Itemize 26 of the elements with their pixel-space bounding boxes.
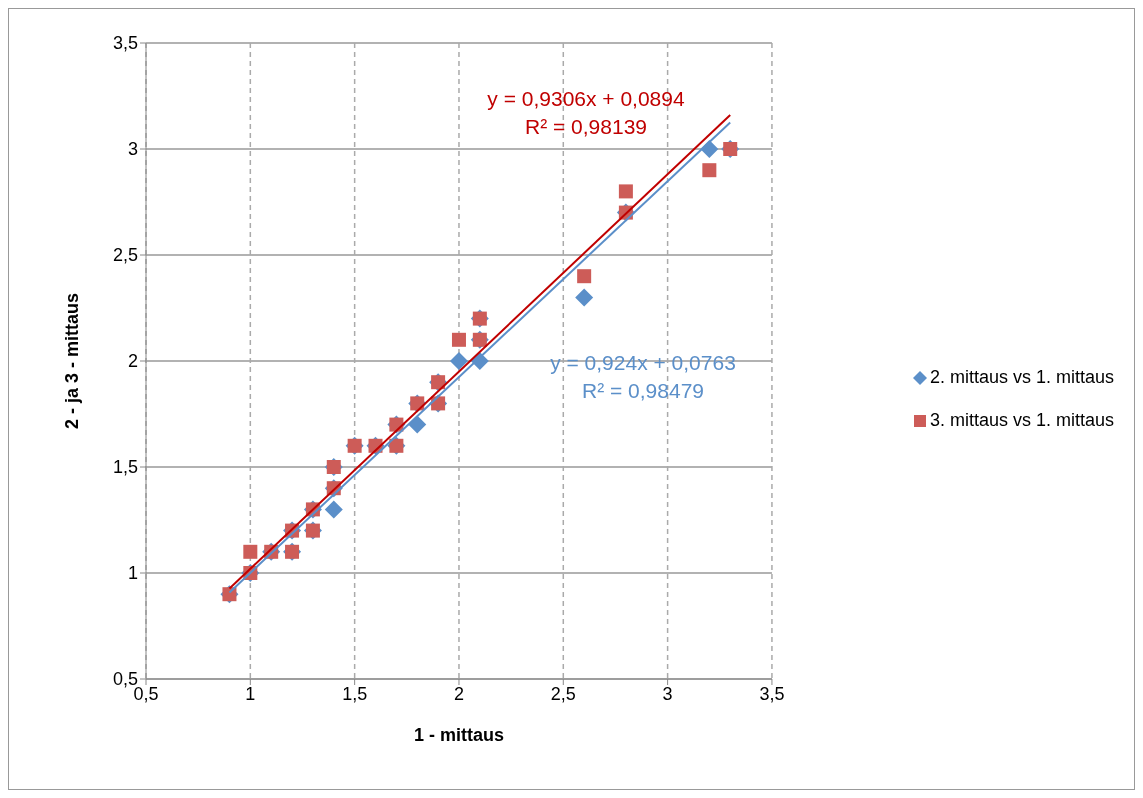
y-tick-label: 2 bbox=[127, 351, 138, 372]
point bbox=[575, 288, 594, 307]
legend-label: 2. mittaus vs 1. mittaus bbox=[929, 367, 1114, 388]
x-axis-title: 1 - mittaus bbox=[413, 725, 504, 745]
annotation: y = 0,924x + 0,0763 R² = 0,98479 bbox=[550, 350, 736, 404]
y-tick-label: 3,5 bbox=[112, 33, 138, 54]
point bbox=[702, 163, 717, 178]
point bbox=[449, 352, 468, 370]
y-tick-label: 1 bbox=[127, 563, 138, 584]
x-tick-label: 2 bbox=[453, 683, 464, 704]
x-tick-label: 3,5 bbox=[759, 683, 785, 704]
y-tick-label: 2,5 bbox=[112, 245, 138, 266]
legend-label: 3. mittaus vs 1. mittaus bbox=[929, 410, 1114, 431]
point bbox=[618, 184, 633, 199]
x-tick-label: 1 bbox=[245, 683, 256, 704]
y-axis-title: 2 - ja 3 - mittaus bbox=[62, 292, 83, 430]
point bbox=[243, 544, 258, 559]
point bbox=[451, 332, 466, 347]
point bbox=[324, 500, 343, 519]
annotation: y = 0,9306x + 0,0894 R² = 0,98139 bbox=[487, 86, 685, 140]
y-tick-label: 3 bbox=[127, 139, 138, 160]
x-tick-label: 2,5 bbox=[550, 683, 576, 704]
point bbox=[577, 269, 592, 284]
x-tick-label: 3 bbox=[662, 683, 673, 704]
y-tick-label: 1,5 bbox=[112, 457, 138, 478]
x-tick-label: 1,5 bbox=[342, 683, 368, 704]
